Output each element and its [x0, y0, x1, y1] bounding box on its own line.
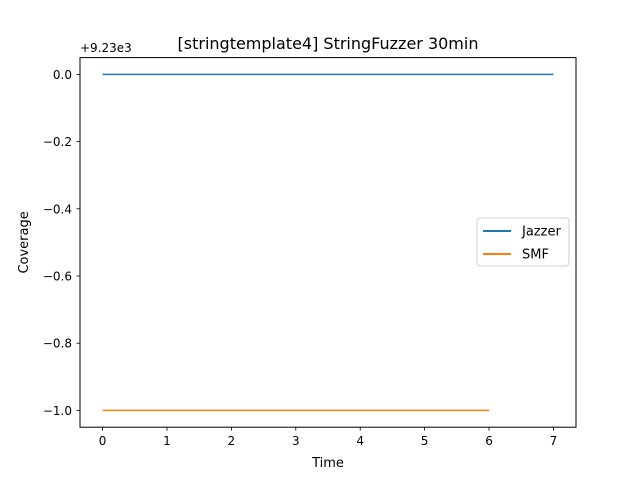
- x-tick-label: 4: [356, 434, 364, 448]
- x-axis-label: Time: [311, 456, 344, 471]
- y-tick-label: −0.8: [43, 337, 72, 351]
- y-tick-label: −0.6: [43, 270, 72, 284]
- y-tick-label: −1.0: [43, 404, 72, 418]
- x-tick-label: 1: [163, 434, 171, 448]
- legend: Jazzer SMF: [476, 217, 570, 267]
- y-axis: 0.0 −0.2 −0.4 −0.6 −0.8 −1.0: [43, 68, 80, 418]
- plot-area: [102, 73, 554, 412]
- y-offset-text: +9.23e3: [80, 41, 132, 55]
- x-tick-label: 7: [550, 434, 558, 448]
- legend-label-jazzer: Jazzer: [521, 225, 561, 240]
- x-axis: 0 1 2 3 4 5 6 7: [99, 427, 558, 448]
- x-tick-label: 3: [292, 434, 300, 448]
- y-tick-label: 0.0: [53, 68, 72, 82]
- axes-frame: [79, 57, 577, 428]
- chart-title: [stringtemplate4] StringFuzzer 30min: [178, 34, 479, 53]
- y-tick-label: −0.2: [43, 135, 72, 149]
- x-tick-label: 2: [228, 434, 236, 448]
- y-tick-label: −0.4: [43, 202, 72, 216]
- legend-label-smf: SMF: [522, 248, 549, 263]
- x-tick-label: 0: [99, 434, 107, 448]
- x-tick-label: 5: [421, 434, 429, 448]
- y-axis-label: Coverage: [17, 211, 32, 273]
- x-tick-label: 6: [485, 434, 493, 448]
